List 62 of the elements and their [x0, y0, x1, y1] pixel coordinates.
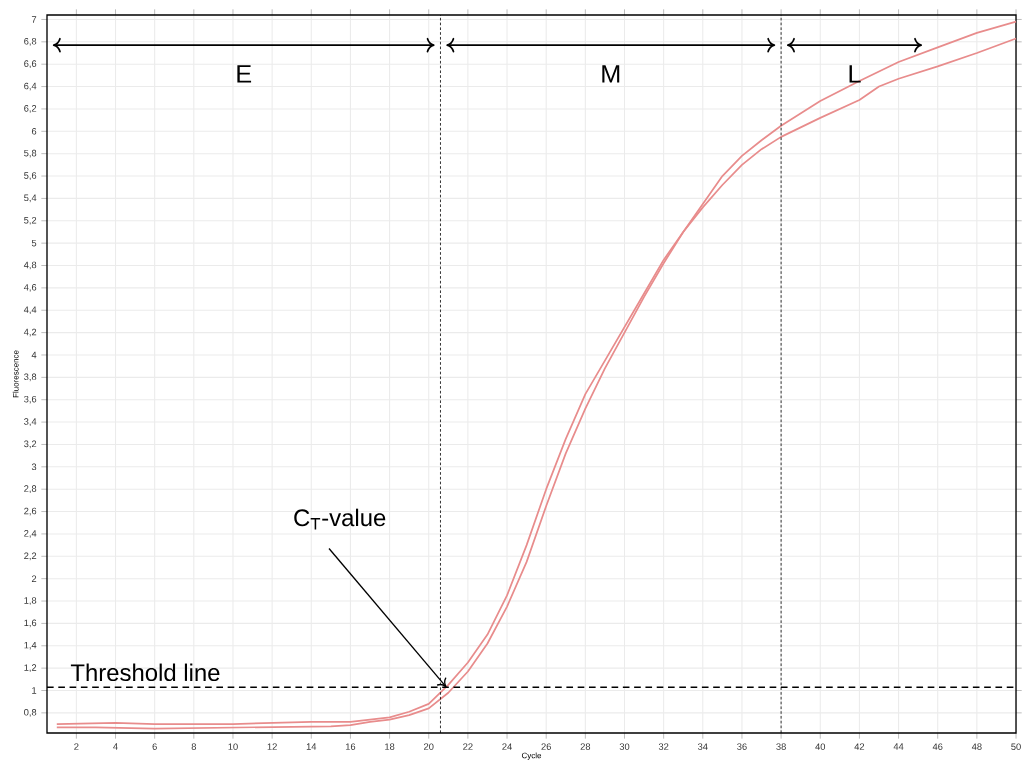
x-tick-label: 36 [737, 743, 747, 750]
y-tick-label: 3,6 [24, 395, 37, 404]
y-tick-label: 2,8 [24, 485, 37, 494]
x-tick-label: 26 [541, 743, 551, 750]
y-tick-label: 4,6 [23, 284, 37, 292]
y-tick-label: 7 [31, 16, 37, 23]
x-tick-label: 22 [463, 743, 473, 750]
y-tick-label: 1 [32, 687, 37, 694]
y-tick-label: 1,2 [24, 664, 37, 672]
y-tick-label: 5,6 [24, 172, 37, 180]
x-tick-label: 10 [228, 743, 238, 750]
x-tick-label: 50 [1011, 743, 1021, 750]
annotation: C$_{T}$-value [294, 508, 386, 530]
y-tick-label: 4,2 [23, 328, 37, 337]
y-tick-label: 1,6 [24, 619, 37, 628]
x-tick-label: 34 [697, 743, 708, 750]
y-tick-label: 3,8 [24, 373, 37, 382]
y-tick-label: 5,2 [24, 216, 37, 225]
y-tick-label: 6,6 [24, 60, 37, 69]
y-tick-label: 2 [31, 575, 37, 582]
x-tick-label: 8 [191, 743, 197, 750]
x-tick-label: 40 [815, 743, 826, 750]
y-tick-label: 1,8 [24, 597, 37, 605]
y-tick-label: 6 [31, 128, 37, 135]
y-tick-label: 3 [31, 463, 37, 471]
y-tick-label: 0,8 [24, 709, 37, 717]
x-tick-label: 18 [385, 743, 395, 750]
x-tick-label: 28 [580, 743, 591, 750]
y-tick-label: 4,4 [23, 306, 37, 315]
y-tick-label: 2,6 [24, 507, 37, 516]
x-tick-label: 20 [424, 743, 434, 750]
x-tick-label: 30 [619, 743, 630, 750]
y-tick-label: 5,8 [24, 149, 37, 158]
x-tick-label: 42 [854, 743, 865, 750]
y-tick-label: 2,4 [24, 530, 37, 538]
x-tick-label: 6 [152, 743, 157, 750]
x-tick-label: 38 [776, 743, 786, 750]
ref-line-label: Threshold line [70, 663, 220, 682]
y-tick-label: 6,8 [24, 38, 37, 46]
y-tick-label: 4 [31, 351, 37, 359]
y-tick-label: 3,2 [24, 440, 37, 449]
x-tick-label: 44 [893, 743, 904, 750]
x-tick-label: 48 [971, 743, 982, 750]
x-tick-label: 12 [267, 743, 277, 750]
y-tick-label: 5,4 [24, 194, 37, 203]
y-tick-label: 3,4 [24, 418, 37, 426]
y-tick-label: 4,8 [23, 261, 37, 270]
x-tick-label: 2 [74, 743, 79, 750]
y-tick-label: 1,4 [24, 641, 37, 650]
x-tick-label: 4 [113, 743, 118, 750]
y-tick-label: 2,2 [24, 552, 37, 561]
x-tick-label: 16 [345, 743, 356, 750]
annotation: L [849, 65, 861, 83]
x-tick-label: 14 [306, 743, 317, 750]
annotation: E [237, 65, 252, 83]
x-tick-label: 32 [658, 743, 669, 750]
x-tick-label: 24 [502, 743, 512, 750]
y-tick-label: 6,2 [24, 105, 37, 113]
annotation: M [602, 65, 620, 83]
y-tick-label: 5 [31, 239, 37, 247]
x-tick-label: 46 [932, 743, 943, 750]
y-tick-label: 6,4 [24, 82, 37, 91]
